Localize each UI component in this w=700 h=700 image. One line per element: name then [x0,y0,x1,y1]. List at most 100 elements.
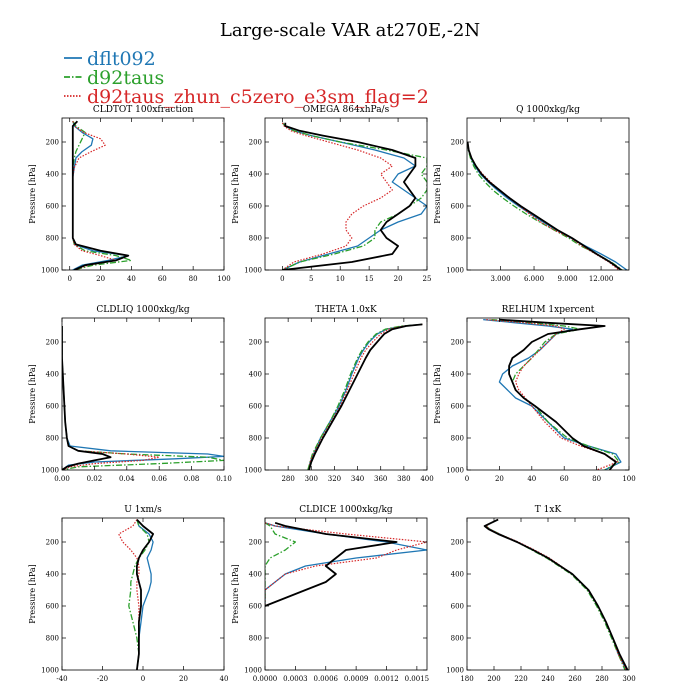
x-tick-label: 40 [127,275,136,283]
plot-frame [466,117,630,271]
series-line-4 [136,518,154,670]
series-line-2 [128,519,150,670]
x-tick-label: 300 [622,675,635,683]
legend-label: d92taus [87,67,164,89]
x-tick-label: 280 [595,675,608,683]
plot-frame [264,317,428,471]
y-tick-label: 800 [249,235,262,243]
panel-7: 200 400 600 800 1000-40 -20 0 20 40 U 1xm/s Pressu… [28,505,228,683]
legend-item-1: dflt092 [64,48,156,70]
x-tick-label: 0.0003 [283,675,308,683]
y-tick-label: 1000 [446,267,464,275]
series-line-3 [308,323,423,470]
panel-1: 200 400 600 800 1000 0 20 40 60 80 100 CLDTOT 100xf… [28,105,231,283]
panel-title: T 1xK [535,505,562,515]
x-tick-label: 10 [336,275,345,283]
x-tick-label: 3.000 [490,275,510,283]
y-axis-label: Pressure [hPa] [231,564,240,624]
x-tick-label: 0.0015 [405,675,430,683]
x-tick-label: 20 [394,275,403,283]
x-tick-label: 0.08 [184,475,200,483]
x-tick-label: 0.04 [119,475,135,483]
y-tick-label: 200 [451,339,464,347]
series-line-2 [265,522,297,606]
panel-2: 200 400 600 800 1000 0 5 10 15 20 25 OMEGA 864xhPa/… [231,105,431,283]
y-tick-label: 1000 [446,667,464,675]
panel-title: U 1xm/s [124,505,162,515]
series-line-4 [282,122,417,270]
series-line-2 [281,122,427,270]
y-tick-label: 1000 [244,267,262,275]
x-tick-label: 380 [397,475,410,483]
plot-frame [61,117,225,271]
y-tick-label: 800 [46,635,59,643]
legend-item-2: d92taus [64,67,164,89]
x-tick-label: 0 [280,275,284,283]
x-tick-label: 25 [423,275,432,283]
x-tick-label: 220 [514,675,527,683]
x-tick-label: 360 [374,475,387,483]
y-tick-label: 1000 [41,467,59,475]
series-line-4 [62,326,112,470]
y-tick-label: 600 [46,403,59,411]
x-tick-label: 300 [305,475,318,483]
x-tick-label: 240 [541,675,554,683]
plot-frame [264,517,428,671]
legend-label: dflt092 [87,48,156,70]
x-tick-label: 100 [622,475,635,483]
x-tick-label: 0 [465,475,469,483]
series-line-3 [265,522,427,606]
y-axis-label: Pressure [hPa] [433,364,442,424]
x-tick-label: -40 [56,675,67,683]
x-tick-label: 340 [351,475,364,483]
y-tick-label: 1000 [446,467,464,475]
y-tick-label: 400 [46,371,59,379]
x-tick-label: 0.0012 [374,675,399,683]
x-tick-label: 15 [365,275,374,283]
y-tick-label: 800 [46,435,59,443]
y-tick-label: 600 [451,203,464,211]
x-tick-label: 80 [189,275,198,283]
x-tick-label: 6.000 [524,275,544,283]
series-line-2 [72,120,133,270]
y-axis-label: Pressure [hPa] [231,164,240,224]
y-tick-label: 600 [46,603,59,611]
panel-title: Q 1000xkg/kg [516,105,580,115]
panel-title: OMEGA 864xhPa/s [303,105,390,115]
y-tick-label: 200 [451,139,464,147]
x-tick-label: 0 [67,275,71,283]
x-tick-label: 0 [141,675,145,683]
y-tick-label: 600 [451,403,464,411]
y-tick-label: 800 [451,235,464,243]
series-line-2 [467,141,623,270]
x-tick-label: 180 [460,675,473,683]
y-tick-label: 800 [451,635,464,643]
y-axis-label: Pressure [hPa] [28,564,37,624]
panel-5: 200 400 600 800 1000 280 300 320 340 360 380 400 THE… [244,305,434,483]
series-line-4 [71,120,130,270]
y-tick-label: 400 [451,371,464,379]
y-axis-label: Pressure [hPa] [433,164,442,224]
x-tick-label: 12.000 [589,275,614,283]
series-line-3 [72,121,117,270]
y-tick-label: 200 [46,539,59,547]
x-tick-label: 0.10 [216,475,232,483]
y-tick-label: 400 [451,571,464,579]
y-axis-label: Pressure [hPa] [28,364,37,424]
y-tick-label: 400 [46,171,59,179]
legend-item-3: d92taus_zhun_c5zero_e3sm_flag=2 [64,86,429,108]
y-tick-label: 1000 [244,667,262,675]
x-tick-label: 9.000 [558,275,578,283]
legend: dflt092d92tausd92taus_zhun_c5zero_e3sm_f… [64,48,429,108]
x-tick-label: 0.02 [87,475,103,483]
y-tick-label: 800 [249,635,262,643]
y-tick-label: 400 [249,171,262,179]
x-tick-label: 20 [179,675,188,683]
x-tick-label: 40 [527,475,536,483]
panel-title: CLDLIQ 1000xkg/kg [96,305,190,315]
y-tick-label: 400 [451,171,464,179]
y-tick-label: 600 [249,203,262,211]
series-line-4 [265,521,398,607]
